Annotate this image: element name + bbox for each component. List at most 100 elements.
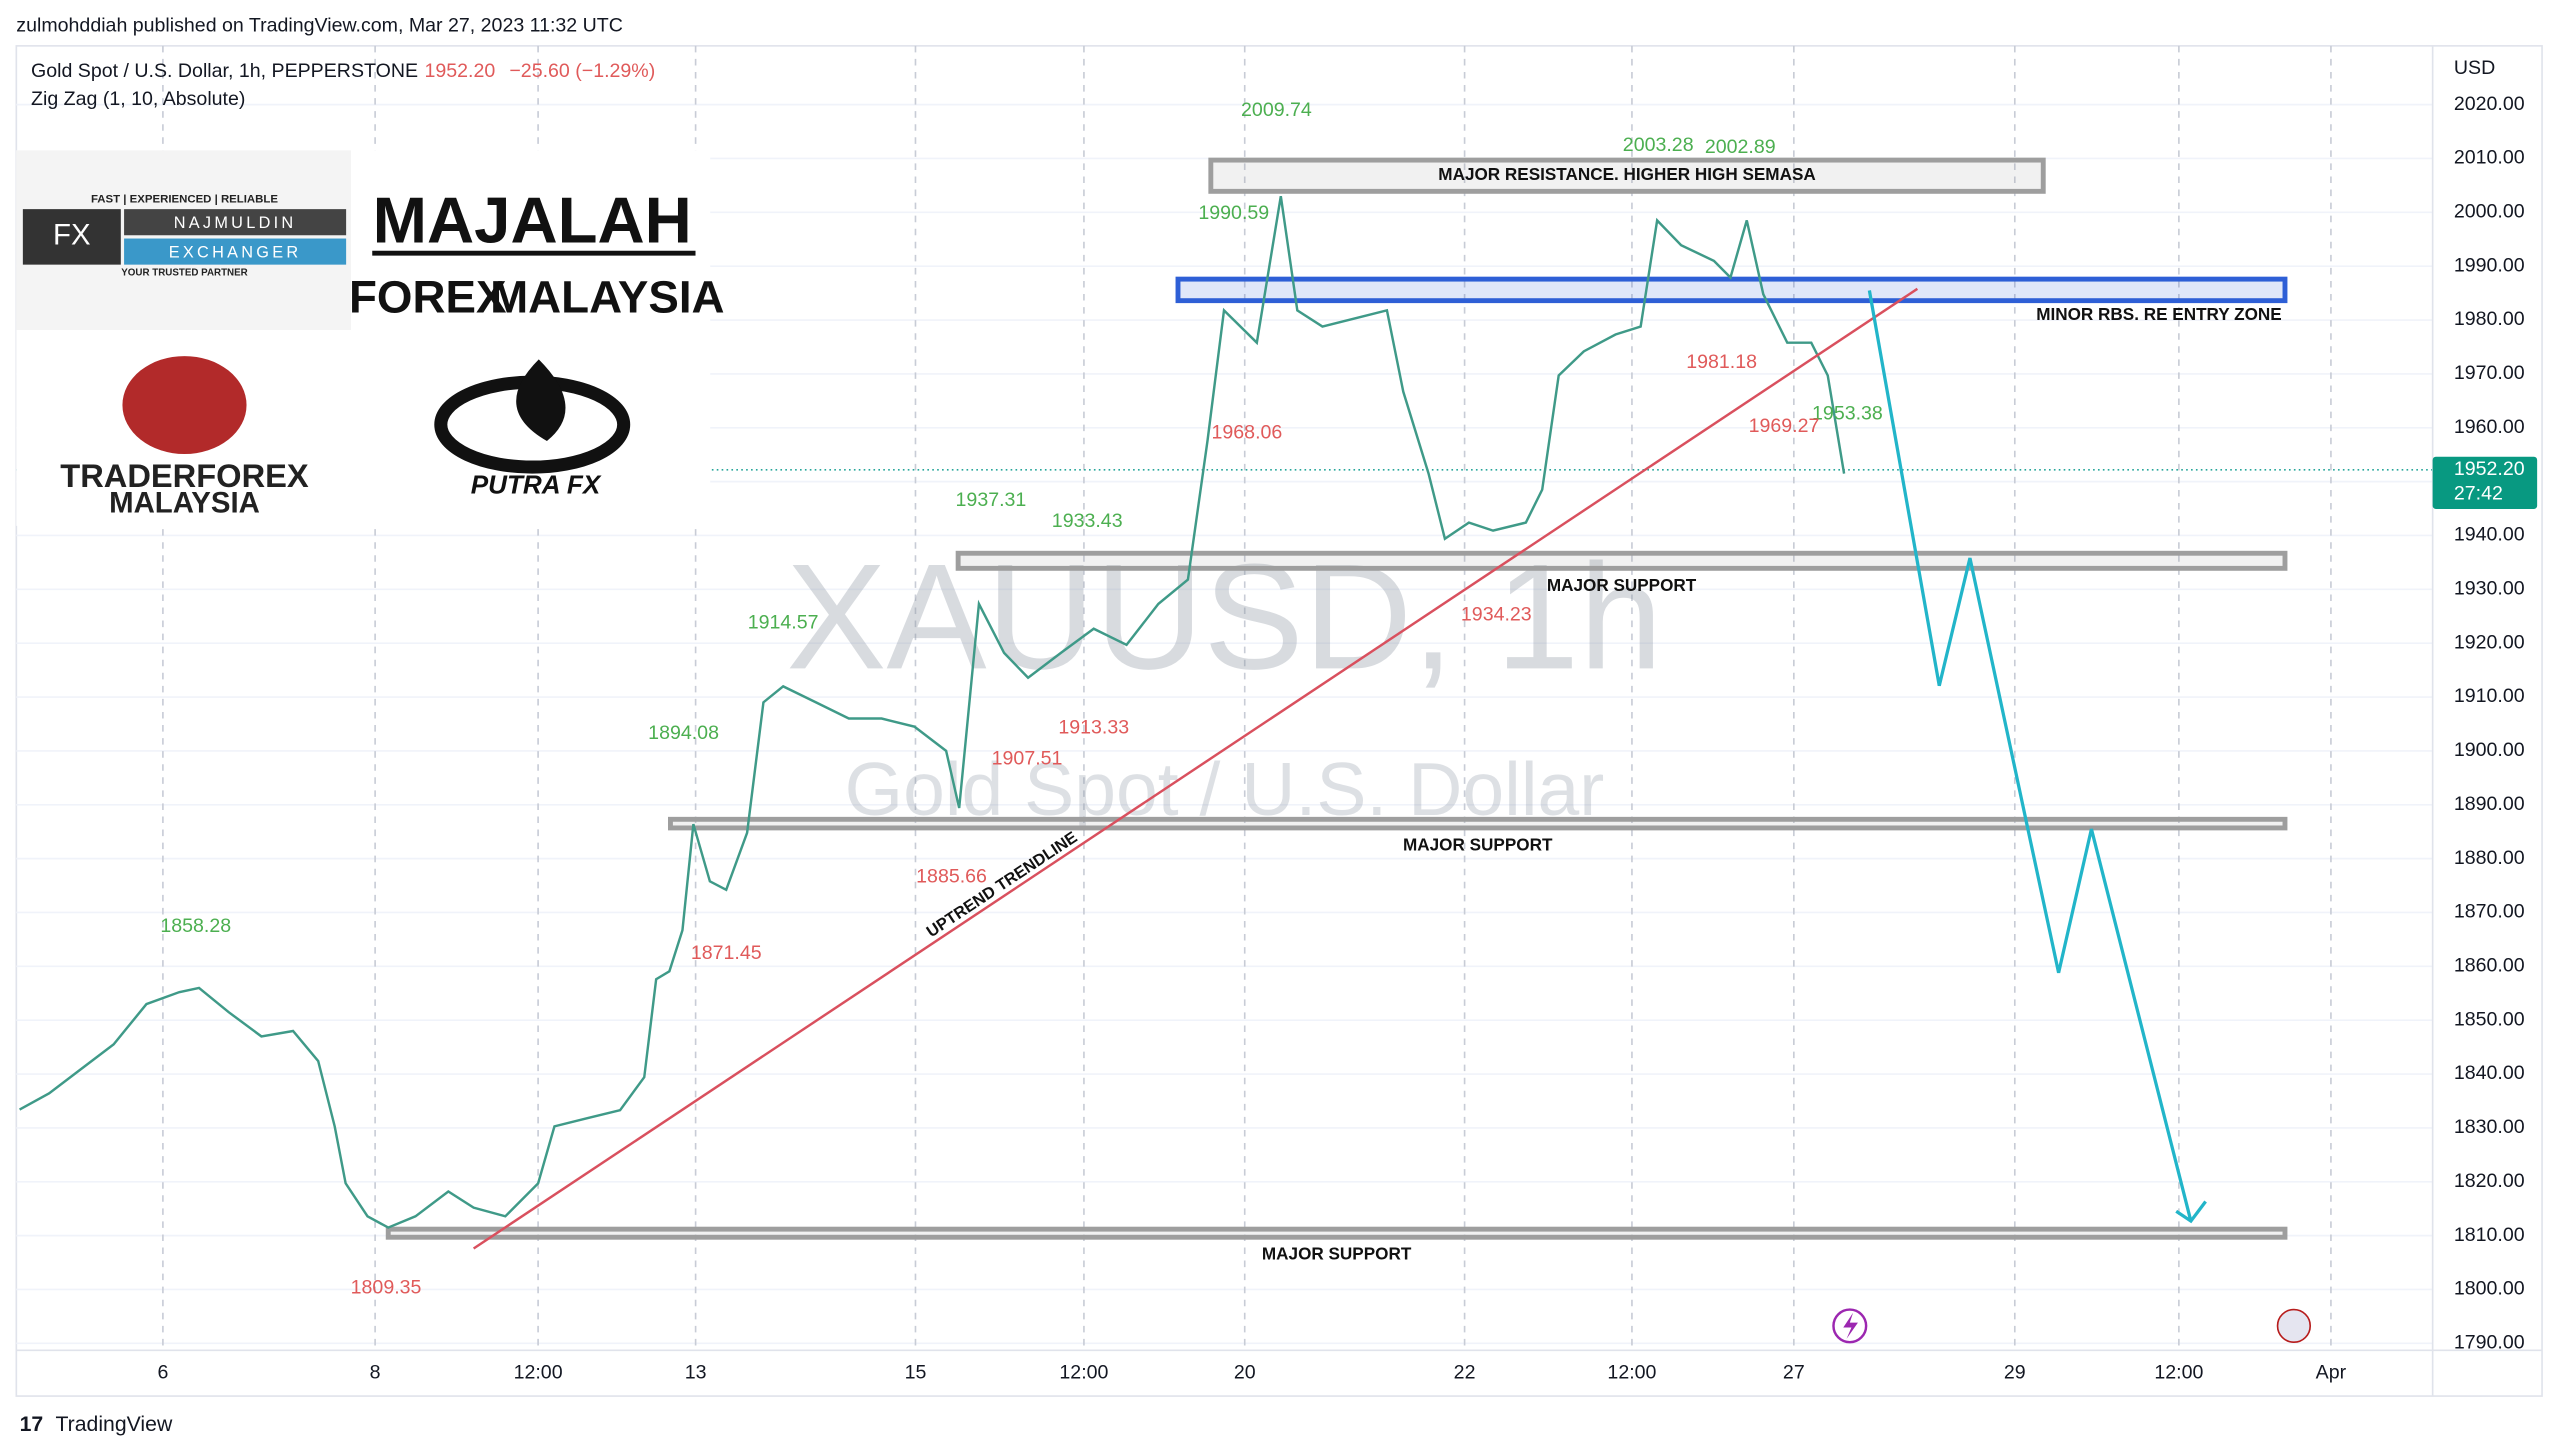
tiger-icon <box>122 356 247 455</box>
price-tag <box>2432 456 2538 509</box>
zone <box>1175 276 2288 304</box>
projection-arrowhead <box>2175 1200 2207 1224</box>
x-tick-label: 12:00 <box>2154 1361 2203 1383</box>
logo-box <box>124 209 347 236</box>
zigzag-high-label: 1933.43 <box>1052 510 1123 532</box>
zone-label: MAJOR SUPPORT <box>1547 575 1697 595</box>
zigzag-high-label: 1858.28 <box>160 915 231 937</box>
plot-layer: MAJOR RESISTANCE. HIGHER HIGH SEMASA MINO… <box>16 99 2433 1298</box>
y-tick-label: 1920.00 <box>2454 631 2525 653</box>
zigzag-low-label: 1809.35 <box>351 1276 422 1298</box>
x-tick-label: 13 <box>685 1361 707 1383</box>
y-tick-label: 1830.00 <box>2454 1116 2525 1138</box>
zigzag-high-label: 1914.57 <box>748 612 819 634</box>
x-tick-label: 8 <box>370 1361 381 1383</box>
zigzag-high-label: 1937.31 <box>956 489 1027 511</box>
putra-icon <box>516 359 566 441</box>
y-tick-label: 1850.00 <box>2454 1008 2525 1030</box>
logo-text: EXCHANGER <box>169 244 302 262</box>
zigzag-high-label: 1953.38 <box>1812 403 1883 425</box>
y-tick-label: 1900.00 <box>2454 739 2525 761</box>
price-line <box>19 196 1846 1229</box>
logo-text: PUTRA FX <box>471 470 602 500</box>
y-tick-label: 1840.00 <box>2454 1062 2525 1084</box>
zone <box>668 816 2288 831</box>
zone <box>385 1226 2288 1240</box>
zone <box>955 550 2288 571</box>
y-tick-label: 2020.00 <box>2454 93 2525 115</box>
price-tag-countdown: 27:42 <box>2454 482 2503 504</box>
y-tick-label: 2010.00 <box>2454 147 2525 169</box>
logo-text: FOREX <box>349 272 507 323</box>
x-tick-label: 12:00 <box>1059 1361 1108 1383</box>
event-icon <box>1843 1312 1858 1339</box>
zigzag-low-label: 1885.66 <box>916 865 987 887</box>
zigzag-high-label: 1894.08 <box>648 722 719 744</box>
zigzag-low-label: 1913.33 <box>1058 716 1129 738</box>
indicator: Zig Zag (1, 10, Absolute) <box>31 88 245 110</box>
currency: USD <box>2454 57 2495 79</box>
logo-text: MALAYSIA <box>490 272 724 323</box>
y-tick-label: 1980.00 <box>2454 308 2525 330</box>
event-icon <box>1832 1308 1868 1344</box>
logo-text: FAST | EXPERIENCED | RELIABLE <box>91 193 278 205</box>
header-price: 1952.20 <box>424 60 495 82</box>
x-tick-label: 29 <box>2004 1361 2026 1383</box>
zigzag-high-label: 2009.74 <box>1241 99 1312 121</box>
y-tick-label: 1940.00 <box>2454 524 2525 546</box>
y-tick-label: 1800.00 <box>2454 1278 2525 1300</box>
logo-text: TRADERFOREX <box>60 457 309 494</box>
footer-logo: 17 <box>20 1413 44 1436</box>
zone <box>1208 157 2046 194</box>
y-tick-label: 1910.00 <box>2454 685 2525 707</box>
price-tag-value: 1952.20 <box>2454 458 2525 480</box>
logo-text: MALAYSIA <box>109 486 260 519</box>
zigzag-low-label: 1934.23 <box>1461 604 1532 626</box>
y-tick-label: 1890.00 <box>2454 793 2525 815</box>
symbol: Gold Spot / U.S. Dollar, 1h, PEPPERSTONE <box>31 60 418 82</box>
y-tick-label: 1880.00 <box>2454 847 2525 869</box>
projection-path <box>1867 290 2193 1222</box>
logo-box <box>22 209 121 265</box>
x-tick-label: 20 <box>1234 1361 1256 1383</box>
zone-label: MAJOR SUPPORT <box>1403 834 1553 854</box>
zigzag-low-label: 1969.27 <box>1749 415 1820 437</box>
y-tick-label: 1820.00 <box>2454 1170 2525 1192</box>
chart-frame <box>15 45 2543 1397</box>
logo-text: FX <box>53 219 91 252</box>
zone-label: MINOR RBS. RE ENTRY ZONE <box>2036 304 2281 324</box>
zigzag-high-label: 2003.28 <box>1623 134 1694 156</box>
trendline <box>472 287 1919 1250</box>
footer-brand: TradingView <box>56 1413 173 1436</box>
x-tick-label: Apr <box>2316 1361 2347 1383</box>
y-tick-label: 2000.00 <box>2454 201 2525 223</box>
watermark: XAUUSD, 1h <box>786 532 1662 700</box>
zigzag-low-label: 1968.06 <box>1212 422 1283 444</box>
zone-label: MAJOR RESISTANCE. HIGHER HIGH SEMASA <box>1438 164 1815 184</box>
logos: FAST | EXPERIENCED | RELIABLE FX NAJMULD… <box>16 150 725 526</box>
x-tick-label: 12:00 <box>514 1361 563 1383</box>
zigzag-high-label: 2002.89 <box>1705 136 1776 158</box>
y-tick-label: 1790.00 <box>2454 1332 2525 1354</box>
y-tick-label: 1930.00 <box>2454 578 2525 600</box>
x-tick-label: 22 <box>1454 1361 1476 1383</box>
logo-text: NAJMULDIN <box>174 214 297 232</box>
x-tick-label: 27 <box>1783 1361 1805 1383</box>
y-tick-label: 1970.00 <box>2454 362 2525 384</box>
y-tick-label: 1870.00 <box>2454 901 2525 923</box>
logo-text: MAJALAH <box>373 184 692 257</box>
zigzag-high-label: 1990.59 <box>1198 202 1269 224</box>
y-tick-label: 1810.00 <box>2454 1224 2525 1246</box>
flag-icon <box>2276 1308 2312 1344</box>
publisher: zulmohddiah published on TradingView.com… <box>16 14 623 36</box>
x-tick-label: 6 <box>157 1361 168 1383</box>
zigzag-low-label: 1981.18 <box>1686 351 1757 373</box>
logo-box <box>124 238 347 265</box>
zigzag-low-label: 1907.51 <box>992 748 1063 770</box>
zigzag-low-label: 1871.45 <box>691 942 762 964</box>
y-tick-label: 1990.00 <box>2454 254 2525 276</box>
header-change: −25.60 (−1.29%) <box>509 60 655 82</box>
logo-text: YOUR TRUSTED PARTNER <box>121 267 247 278</box>
